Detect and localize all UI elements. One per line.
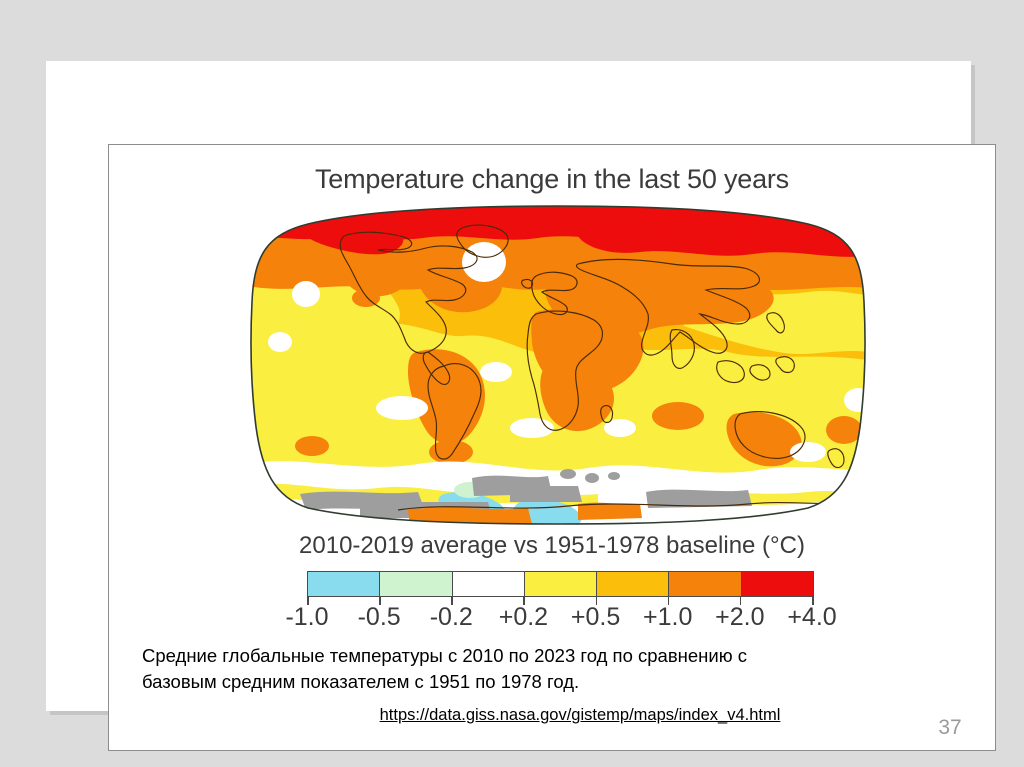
slide-panel: Temperature change in the last 50 years [46,61,996,751]
no-data-spot-1 [560,469,576,479]
colorbar-band-5 [669,572,742,596]
colorbar-band-0 [308,572,381,596]
colorbar-tick-label-6: +2.0 [715,603,765,631]
colorbar-tick-label-0: -1.0 [285,603,329,631]
colorbar-band-6 [741,572,813,596]
no-data-spot-3 [608,472,620,480]
band-plus1-plus2-east-blob [826,416,862,444]
colorbar-tick-label-5: +1.0 [643,603,693,631]
caption-line-2: базовым средним показателем с 1951 по 19… [142,671,580,692]
colorbar-title: 2010-2019 average vs 1951-1978 baseline … [299,532,805,559]
band-plus1-plus2-antarctic-margin2 [578,502,642,520]
band-plus1-plus2-australia [726,412,802,467]
no-data-spot-2 [585,473,599,483]
source-url-link[interactable]: https://data.giss.nasa.gov/gistemp/maps/… [379,706,781,724]
colorbar-labels: -1.0 -0.5 -0.2 +0.2 +0.5 +1.0 +2.0 +4.0 [108,603,996,637]
globe-outline [250,205,866,525]
colorbar-tick-1 [379,596,381,605]
band-neutral-east-edge [844,388,865,412]
colorbar-tick-label-4: +0.5 [570,603,621,631]
colorbar-tick-label-2: -0.2 [429,603,473,631]
band-neutral-atlantic [480,362,512,382]
band-plus1-plus2-south-america [408,349,485,445]
slide-caption: Средние глобальные температуры с 2010 по… [142,643,972,695]
band-neutral-indian [604,419,636,437]
colorbar-band-3 [524,572,598,596]
band-neutral-npacific2 [268,332,292,352]
colorbar [307,571,814,597]
band-plus2-plus4-greenland-west [303,217,404,255]
colorbar-tick-4 [595,596,598,605]
band-neutral-npacific [292,281,320,307]
colorbar-tick-7 [812,596,814,605]
colorbar-tick-5 [667,596,670,605]
band-plus1-plus2-alaska [336,240,411,297]
colorbar-tick-label-7: +4.0 [787,603,837,631]
page-number: 37 [938,716,962,739]
band-plus2-plus4-siberia [578,224,865,257]
temperature-map-figure: Temperature change in the last 50 years [108,144,996,634]
colorbar-tick-label-3: +0.2 [498,603,549,631]
band-neutral-tasman [790,442,826,462]
colorbar-band-4 [597,572,670,596]
map-title: Temperature change in the last 50 years [315,164,789,194]
colorbar-tick-3 [523,596,526,605]
temperature-field [251,206,865,524]
band-neutral-spacific [376,396,428,420]
band-plus1-plus2-indian-blob [652,402,704,430]
colorbar-tick-2 [451,596,453,605]
band-plus1-plus2-spacific-blob [295,436,329,456]
colorbar-band-2 [452,572,525,596]
colorbar-band-1 [380,572,453,596]
colorbar-tick-0 [307,596,309,605]
source-link-row: https://data.giss.nasa.gov/gistemp/maps/… [108,706,996,725]
colorbar-tick-label-1: -0.5 [357,603,401,631]
no-data-antarctic-east [646,489,752,508]
coastline-outlines [339,224,845,511]
world-map [248,202,868,527]
colorbar-tick-6 [739,596,742,605]
caption-line-1: Средние глобальные температуры с 2010 по… [142,645,747,666]
colorbar-ticks [307,596,815,605]
band-plus1-plus2-africa-central [540,360,614,432]
band-neutral-north-atlantic [462,242,506,282]
world-map-svg [250,205,866,525]
no-data-antarctic-mid2 [510,486,582,502]
